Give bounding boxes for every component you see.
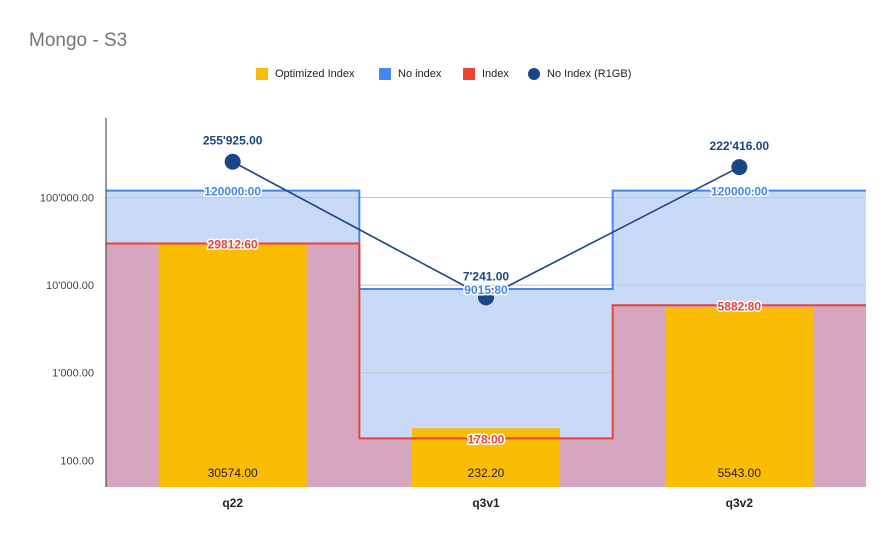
legend-item-optimized-index[interactable]: Optimized Index — [256, 68, 354, 80]
data-label-no-index-halo: 9015.80 — [464, 283, 508, 297]
data-label-no-index-r1gb: 222'416.00 — [710, 139, 770, 153]
data-label-optimized-index: 5543.00 — [718, 466, 762, 480]
legend-label-no-index: No index — [398, 68, 442, 80]
point-no-index-r1gb — [731, 159, 748, 176]
legend-item-no-index[interactable]: No index — [379, 68, 441, 80]
y-tick-label: 100'000.00 — [40, 193, 94, 205]
legend-label-optimized-index: Optimized Index — [275, 68, 355, 80]
data-label-no-index: 120000.00 — [711, 185, 768, 199]
chart-title: Mongo - S3 — [29, 30, 128, 51]
x-tick-label: q3v1 — [472, 496, 500, 510]
legend-swatch-optimized-index — [256, 68, 268, 80]
data-label-no-index: 120000.00 — [204, 185, 261, 199]
x-tick-label: q3v2 — [726, 496, 754, 510]
data-label-no-index-halo: 120000.00 — [204, 185, 261, 199]
data-label-index: 29812.60 — [208, 238, 258, 252]
data-label-index-halo: 5882.80 — [718, 299, 762, 313]
legend-item-no-index-r1gb[interactable]: No Index (R1GB) — [528, 68, 631, 80]
line-no-index — [106, 189, 866, 291]
legend: Optimized Index No index Index No Index … — [0, 68, 895, 86]
y-tick-label: 1'000.00 — [52, 368, 94, 380]
point-no-index-r1gb — [478, 289, 494, 306]
data-label-optimized-index: 232.20 — [468, 466, 505, 480]
legend-label-index: Index — [482, 68, 509, 80]
data-label-index-halo: 178.00 — [468, 432, 505, 446]
y-tick-label: 10'000.00 — [46, 280, 94, 292]
data-label-index: 178.00 — [468, 432, 505, 446]
data-label-no-index-r1gb: 255'925.00 — [203, 134, 263, 148]
data-label-no-index: 9015.80 — [464, 283, 508, 297]
data-label-index-halo: 29812.60 — [208, 238, 258, 252]
point-no-index-r1gb — [224, 153, 241, 170]
data-label-index: 5882.80 — [718, 299, 762, 313]
data-label-no-index-halo: 120000.00 — [711, 185, 768, 199]
legend-swatch-no-index — [379, 68, 391, 80]
legend-item-index[interactable]: Index — [463, 68, 509, 80]
data-label-optimized-index: 30574.00 — [208, 466, 258, 480]
bar-optimized-index — [158, 242, 307, 487]
y-tick-label: 100.00 — [60, 455, 94, 467]
legend-swatch-no-index-r1gb — [528, 68, 540, 80]
data-label-no-index-r1gb: 7'241.00 — [463, 269, 510, 283]
line-index — [106, 242, 866, 440]
bar-optimized-index — [665, 307, 814, 487]
legend-swatch-index — [463, 68, 475, 80]
legend-label-no-index-r1gb: No Index (R1GB) — [547, 68, 632, 80]
x-tick-label: q22 — [222, 496, 243, 510]
